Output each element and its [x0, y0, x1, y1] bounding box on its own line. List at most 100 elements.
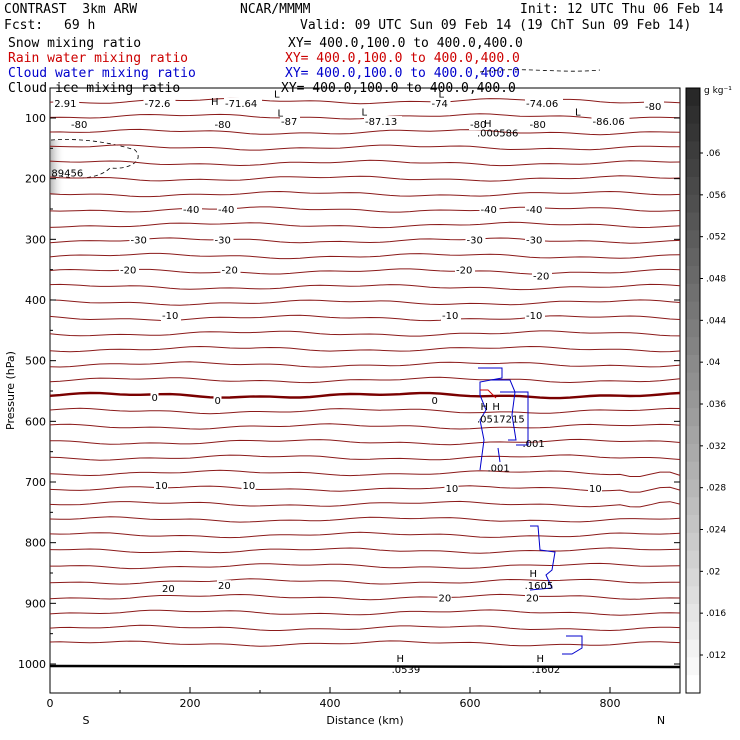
colorbar-label: .032 — [706, 442, 726, 452]
colorbar-cell — [686, 461, 700, 480]
plot-frame — [49, 87, 681, 694]
colorbar-label: .02 — [706, 567, 720, 577]
isotherm-line — [49, 593, 681, 601]
isotherm-line — [49, 500, 681, 508]
isotherm-label: -20 — [533, 272, 549, 283]
colorbar-outline — [685, 87, 701, 694]
isotherm-line — [49, 485, 681, 493]
isotherm-line — [49, 516, 681, 523]
isotherm-line — [49, 454, 681, 461]
y-tick-label: 600 — [25, 415, 46, 428]
isotherm-label: -30 — [131, 235, 147, 246]
isotherm-label: -20 — [120, 266, 136, 277]
colorbar-cell — [686, 390, 700, 409]
contour-label-bg — [525, 592, 539, 604]
isotherm-label: -30 — [215, 235, 231, 246]
isotherm-label: -10 — [162, 311, 178, 322]
contour-label-bg — [455, 264, 475, 276]
isotherm-label: -40 — [218, 205, 234, 216]
extremum-label: L — [439, 90, 445, 101]
colorbar-label: .048 — [706, 275, 726, 285]
colorbar-cell — [686, 604, 700, 623]
contour-label-bg — [150, 392, 159, 404]
extremum-label: H — [537, 654, 545, 665]
isotherm-line — [49, 438, 681, 446]
contour-label-bg — [70, 119, 90, 131]
isotherm-label: 10 — [589, 484, 602, 495]
isotherm-line — [49, 423, 681, 430]
colorbar-label: .024 — [706, 526, 726, 536]
isotherm-line — [49, 330, 681, 337]
contour-label-bg — [469, 119, 489, 131]
isotherm-label: 20 — [218, 581, 231, 592]
isotherm-line — [49, 252, 681, 260]
contour-label-bg — [644, 100, 664, 112]
field-snow-xy: XY= 400.0,100.0 to 400.0,400.0 — [288, 36, 523, 51]
colorbar-cell — [686, 176, 700, 196]
isotherm-label: -87 — [281, 117, 297, 128]
x-tick-label: 0 — [47, 697, 54, 710]
colorbar-cell — [686, 497, 700, 516]
isotherm-label: -80 — [215, 120, 231, 131]
x-tick-label: 200 — [180, 697, 201, 710]
colorbar-cell — [686, 675, 700, 694]
extremum-label: H — [397, 654, 405, 665]
x-tick-label: 800 — [600, 697, 621, 710]
colorbar-cell — [686, 337, 700, 356]
isotherm-label: -74 — [432, 99, 448, 110]
colorbar-cell — [686, 194, 700, 214]
extremum-label: L — [274, 90, 280, 101]
y-tick-label: 900 — [25, 597, 46, 610]
colorbar-cell — [686, 657, 700, 676]
contour-label-bg — [588, 483, 602, 495]
isotherm-label: -10 — [442, 311, 458, 322]
colorbar-cell — [686, 105, 700, 125]
isotherm-line — [49, 578, 681, 585]
extremum-label: .001 — [523, 439, 545, 450]
extremum-label: .1605 — [525, 581, 554, 592]
contour-label-bg — [154, 480, 168, 492]
contour-label-bg — [129, 234, 150, 246]
isotherm-line — [49, 175, 681, 182]
contour-label-bg — [161, 310, 181, 322]
contour-label-bg — [224, 97, 262, 109]
isotherm-line — [49, 361, 681, 368]
isotherm-label: -30 — [526, 235, 542, 246]
init-time: Init: 12 UTC Thu 06 Feb 14 — [520, 2, 724, 17]
y-tick-label: 700 — [25, 476, 46, 489]
isotherm-lines — [49, 97, 681, 647]
y-tick-label: 300 — [25, 233, 46, 246]
field-cloud-water-xy: XY= 400.0,100.0 to 400.0,400.0 — [285, 66, 520, 81]
extremum-label: L — [575, 107, 581, 118]
colorbar-cell — [686, 515, 700, 534]
isotherm-label: 10 — [446, 484, 459, 495]
isotherm-line — [49, 128, 681, 136]
y-tick-label: 1000 — [18, 658, 46, 671]
isotherm-label: -20 — [456, 266, 472, 277]
isotherm-line — [49, 144, 680, 151]
colorbar-unit: g kg⁻¹ — [704, 86, 732, 96]
colorbar-label: .012 — [706, 651, 726, 661]
extremum-label: L — [362, 107, 368, 118]
colorbar-label: .036 — [706, 400, 726, 410]
contour-label-bg — [161, 583, 175, 595]
valid-time: Valid: 09 UTC Sun 09 Feb 14 (19 ChT Sun … — [300, 18, 692, 33]
isotherm-label: 20 — [162, 584, 175, 595]
contour-label-bg — [591, 116, 630, 128]
colorbar-cell — [686, 479, 700, 498]
isotherm-line — [49, 221, 681, 229]
contour-label-bg — [528, 119, 549, 131]
y-tick-label: 800 — [25, 537, 46, 550]
contour-label-bg — [217, 580, 231, 592]
isotherm-label: 0 — [152, 393, 158, 404]
forecast-hours: 69 h — [64, 18, 96, 33]
colorbar-cell — [686, 230, 700, 249]
isotherm-label: -80 — [645, 102, 661, 113]
isotherm-label: -80 — [470, 120, 486, 131]
contour-label-bg — [430, 395, 439, 407]
extremum-label: .1602 — [532, 665, 561, 676]
colorbar-cell — [686, 301, 700, 320]
isotherm-label: -40 — [481, 205, 497, 216]
field-rain-name: Rain water mixing ratio — [8, 51, 189, 66]
contour-label-bg — [182, 204, 202, 215]
